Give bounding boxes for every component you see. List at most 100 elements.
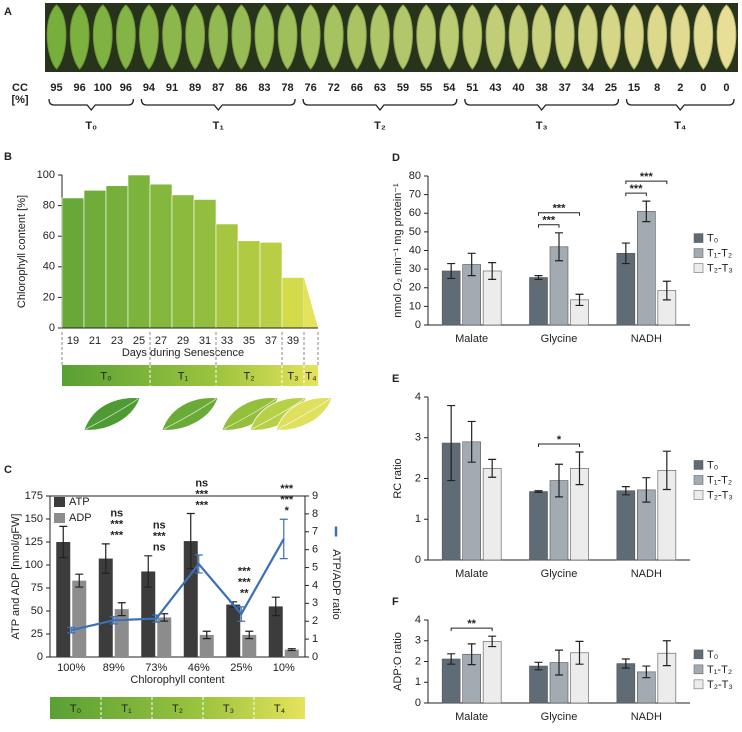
significance-label: *** [195,499,209,511]
error-bar [271,596,280,617]
y-tick-label: 60 [43,230,55,242]
leaf-photo [716,4,737,70]
x-tick-label: 10% [273,662,295,674]
bar [529,491,548,561]
significance-label: *** [110,519,124,531]
cc-value: 63 [374,82,386,94]
group-label: T₁ [213,120,225,132]
cc-value: 78 [281,82,293,94]
bar [199,634,214,657]
leaf-photo [393,4,413,70]
bar [226,604,241,657]
y-tick-label: 1 [415,513,421,525]
x-tick-label: 73% [145,662,167,674]
leaf-photo [323,4,344,70]
stage-label: T₂ [172,703,183,715]
significance-label: *** [110,530,124,542]
significance-bracket [625,180,668,185]
leaf-photo [69,4,90,70]
stage-label: T₃ [223,703,234,715]
bar [61,197,85,329]
group-bracket [464,98,620,112]
cc-value: 94 [143,82,156,94]
significance-label: * [285,505,290,517]
leaf-photo [254,4,275,70]
legend-swatch [693,248,704,258]
y2-tick-label: 3 [312,597,318,609]
error-bar [467,420,476,463]
cc-value: 100 [94,82,112,94]
cc-value: 55 [420,82,432,94]
y-tick-label: 60 [409,207,421,219]
x-tick-label: 25% [230,662,252,674]
panel-letter: E [392,373,399,385]
bar [193,199,217,329]
legend-label: T₀ [707,649,718,661]
bar [284,649,299,657]
bar [259,242,283,329]
leaf-photo [139,4,159,70]
taper [304,277,318,328]
x-tick-label: NADH [631,711,662,723]
x-tick-label: 29 [177,335,189,347]
bar [56,542,71,657]
leaf-photo [647,4,668,70]
y-tick-label: 25 [31,628,43,640]
error-bar [117,602,126,617]
ratio-line [71,538,285,632]
cc-value: 40 [512,82,524,94]
y-axis-label: ADP:O ratio [392,632,404,691]
y-tick-label: 80 [43,200,55,212]
leaf-photo [346,4,367,70]
y2-tick-label: 2 [312,615,318,627]
x-tick-label: Glycine [541,568,578,580]
x-axis-label: Days during Senescence [122,347,244,359]
y-tick-label: 3 [415,635,421,647]
error-bar [467,252,476,277]
leaf-photo [208,4,229,70]
x-tick-label: 39 [287,335,299,347]
error-bar [245,630,254,640]
leaf-photo [162,4,182,70]
legend-label: T₂-T₃ [707,679,733,691]
x-tick-label: 100% [57,662,85,674]
error-bar [152,614,161,623]
significance-label: ns [153,520,166,532]
significance-bracket [450,627,493,632]
error-bar [279,518,288,560]
leaf-photo [416,4,437,70]
y2-tick-label: 7 [312,526,318,538]
group-label: T₄ [674,120,686,132]
significance-label: *** [280,483,294,495]
y2-tick-label: 9 [312,490,318,502]
y-tick-label: 1 [415,676,421,688]
y-axis-label: RC ratio [392,458,404,498]
error-bar [447,404,456,482]
legend-label: ATP [69,496,90,508]
y-tick-label: 100 [25,559,43,571]
significance-label: *** [640,171,654,183]
x-tick-label: 89% [103,662,125,674]
x-tick-label: 35 [243,335,255,347]
error-bar [534,275,543,280]
bar [98,558,113,657]
cc-value: 0 [700,82,706,94]
error-bar [621,242,630,265]
cc-label: CC [12,82,28,94]
error-bar [621,658,630,669]
y-tick-label: 20 [409,282,421,294]
legend-swatch [693,490,704,500]
y-tick-label: 2 [415,655,421,667]
leaf-photo [693,4,714,70]
bar [482,468,502,561]
y-axis-label: nmol O₂ min⁻¹ mg protein⁻¹ [392,183,404,318]
panel-letter: F [392,596,399,608]
significance-label: ** [467,618,476,630]
y-tick-label: 40 [409,244,421,256]
error-bar [642,665,651,679]
leaf-photo [508,4,529,70]
error-bar [534,661,543,671]
legend-label: T₁-T₂ [707,664,732,676]
significance-label: ns [110,508,123,520]
y-tick-label: 80 [409,170,421,182]
